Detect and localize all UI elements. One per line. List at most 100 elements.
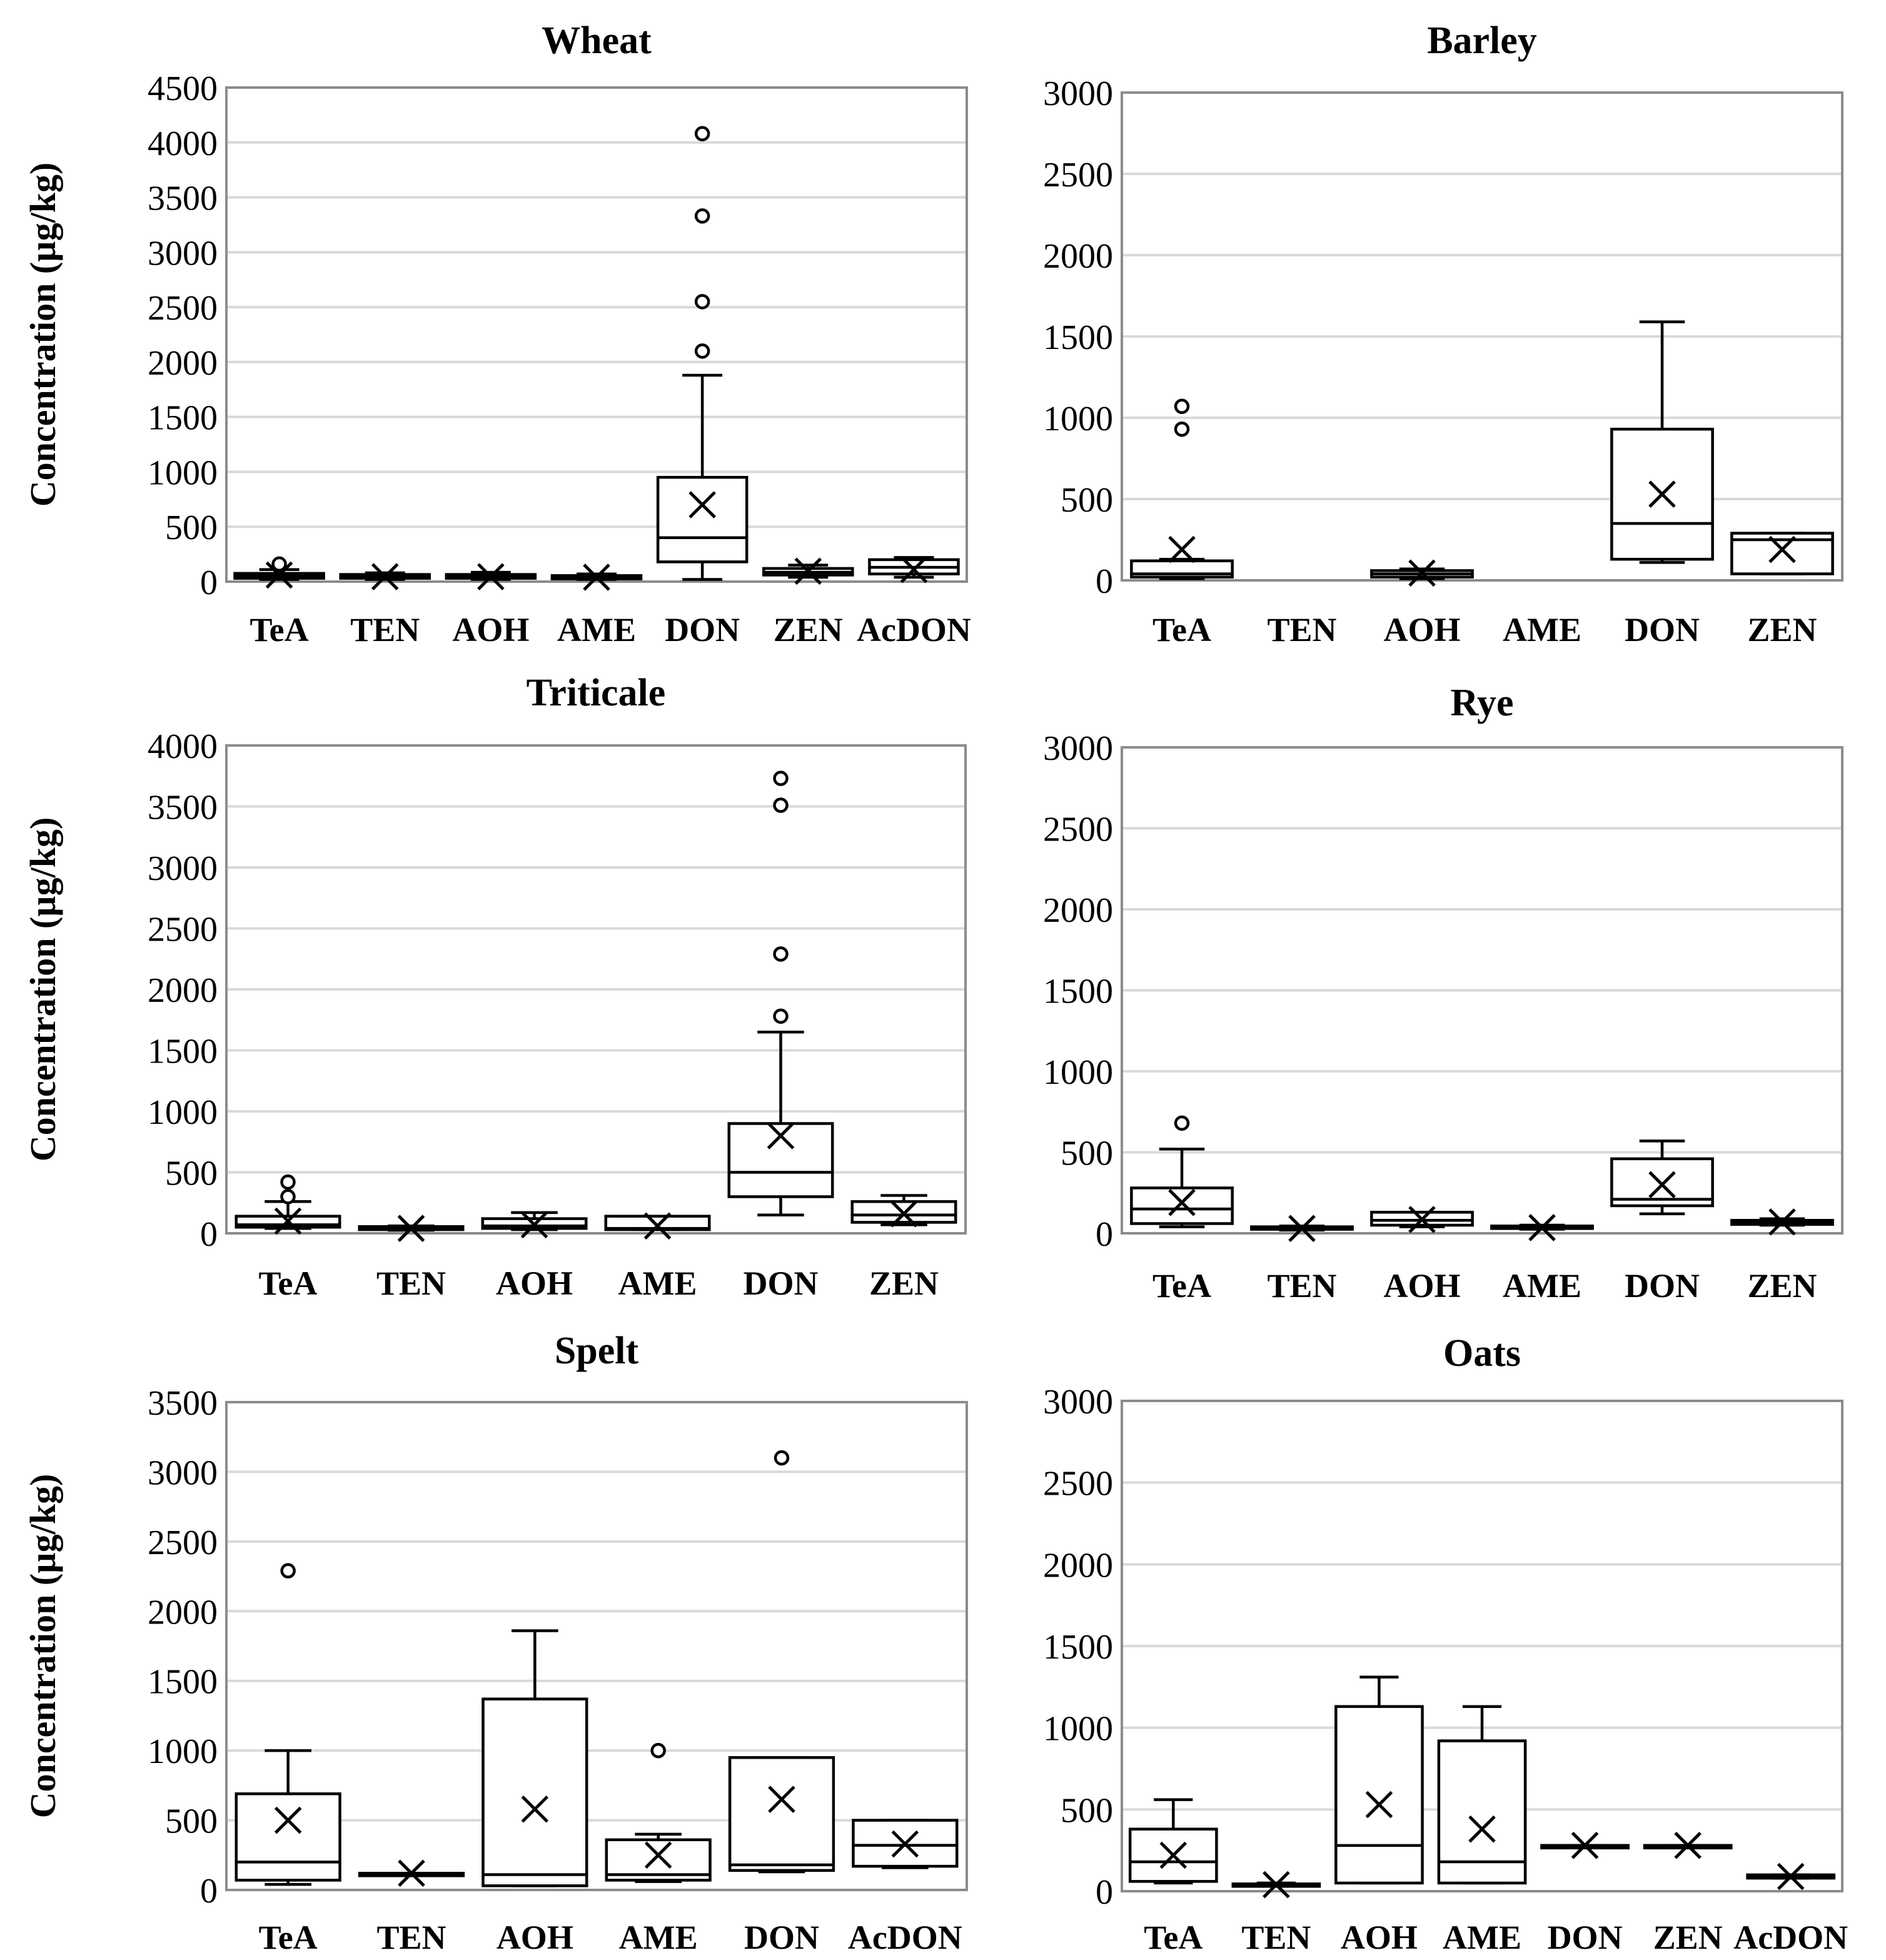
box-zen [850, 1194, 957, 1228]
y-tick-label: 3000 [148, 234, 218, 273]
chart-title: Rye [1450, 682, 1513, 724]
y-tick-label: 2500 [148, 289, 218, 328]
plot-frame [225, 86, 968, 583]
x-tick-label: TeA [250, 611, 309, 649]
mean-marker [643, 1212, 672, 1240]
y-tick-label: 500 [1061, 481, 1113, 520]
mean-marker [1408, 1206, 1436, 1233]
mean-marker [274, 1806, 302, 1834]
y-tick-label: 1500 [148, 399, 218, 438]
y-tick-label: 500 [1061, 1791, 1113, 1830]
x-tick-label: TeA [1152, 611, 1211, 649]
y-tick-label: 2000 [1043, 891, 1113, 930]
x-tick-label: DON [1548, 1919, 1623, 1956]
chart-title: Spelt [555, 1330, 639, 1372]
panel-rye: Rye 0 500 1000 1500 2000 2500 3000 TeA TEN AOH AME D… [1043, 682, 1843, 1305]
box-ten [339, 563, 431, 590]
mean-marker [768, 1786, 795, 1813]
box-don [727, 770, 834, 1216]
y-tick-label: 3500 [148, 1384, 218, 1423]
y-tick-label: 1000 [148, 1732, 218, 1771]
x-tick-label: TEN [376, 1919, 446, 1956]
y-tick-label: 3000 [1043, 729, 1113, 768]
mean-marker [1168, 1189, 1196, 1216]
y-tick-label: 2500 [148, 911, 218, 949]
box-don [1540, 1832, 1630, 1859]
plot-frame [225, 744, 967, 1235]
x-tick-label: AME [1443, 1919, 1521, 1956]
x-tick-label: TeA [259, 1919, 318, 1956]
box-don [656, 126, 749, 581]
box-tea [233, 556, 325, 589]
mean-marker [688, 491, 716, 518]
box-ame [550, 563, 643, 591]
outlier-point [280, 1563, 296, 1579]
x-tick-label: ZEN [774, 611, 843, 649]
box-ame [605, 1742, 712, 1883]
mean-marker [1528, 1214, 1556, 1241]
y-tick-label: 0 [200, 563, 218, 602]
mean-marker [1159, 1841, 1188, 1869]
y-tick-label: 4000 [148, 727, 218, 766]
chart-title: Oats [1443, 1332, 1521, 1375]
y-tick-label: 1000 [1043, 400, 1113, 438]
iqr-box [482, 1697, 588, 1887]
x-tick-label: AcDON [848, 1919, 962, 1956]
y-tick-label: 0 [1096, 562, 1113, 601]
mean-marker [521, 1795, 549, 1823]
x-tick-label: AME [619, 1919, 698, 1956]
y-tick-label: 500 [165, 1154, 218, 1193]
x-tick-label: TEN [350, 611, 420, 649]
box-don [728, 1450, 835, 1874]
box-aoh [482, 1629, 588, 1887]
mean-marker [398, 1859, 425, 1887]
y-tick-label: 0 [200, 1215, 218, 1254]
y-axis-label: Concentration (µg/kg) [23, 817, 63, 1162]
iqr-box [656, 475, 749, 563]
box-don [1610, 320, 1714, 564]
box-don [1610, 1139, 1714, 1216]
x-tick-label: AcDON [1733, 1919, 1848, 1956]
y-tick-label: 0 [1096, 1873, 1113, 1912]
box-zen [1643, 1832, 1733, 1859]
y-tick-label: 1500 [148, 1033, 218, 1071]
y-tick-label: 2000 [148, 1593, 218, 1632]
box-aoh [1334, 1675, 1424, 1885]
mean-marker [274, 1207, 302, 1235]
mean-marker [1648, 1171, 1676, 1199]
box-aoh [445, 563, 537, 590]
x-tick-label: DON [744, 1265, 819, 1302]
mean-marker [371, 563, 399, 590]
y-axis-label: Concentration (µg/kg) [23, 1474, 63, 1819]
y-tick-label: 1000 [148, 1093, 218, 1132]
y-tick-label: 3000 [1043, 74, 1113, 113]
x-tick-label: TEN [376, 1265, 446, 1302]
outlier-point [694, 294, 710, 310]
mean-marker [1768, 1208, 1796, 1236]
x-tick-label: TeA [258, 1265, 317, 1302]
outlier-point [280, 1189, 296, 1205]
y-tick-label: 3000 [148, 849, 218, 888]
iqr-box [852, 1819, 959, 1868]
y-tick-label: 1500 [1043, 972, 1113, 1011]
y-tick-label: 4000 [148, 124, 218, 163]
mean-marker [767, 1122, 795, 1149]
x-tick-label: AOH [1341, 1919, 1418, 1956]
plot-frame [225, 1401, 968, 1891]
x-tick-label: ZEN [1653, 1919, 1723, 1956]
plot-frame [1121, 1400, 1843, 1892]
y-tick-label: 2500 [1043, 156, 1113, 194]
outlier-point [650, 1742, 666, 1759]
mean-marker [900, 555, 928, 583]
mean-marker [477, 563, 505, 590]
mean-marker [520, 1211, 548, 1239]
x-tick-label: DON [1625, 1267, 1700, 1305]
y-tick-label: 1000 [148, 453, 218, 492]
y-tick-label: 3500 [148, 789, 218, 827]
x-tick-label: AcDON [857, 611, 971, 649]
y-tick-label: 1500 [1043, 1628, 1113, 1667]
y-tick-label: 2000 [1043, 1546, 1113, 1585]
y-tick-label: 1000 [1043, 1053, 1113, 1092]
box-tea [234, 1174, 341, 1235]
